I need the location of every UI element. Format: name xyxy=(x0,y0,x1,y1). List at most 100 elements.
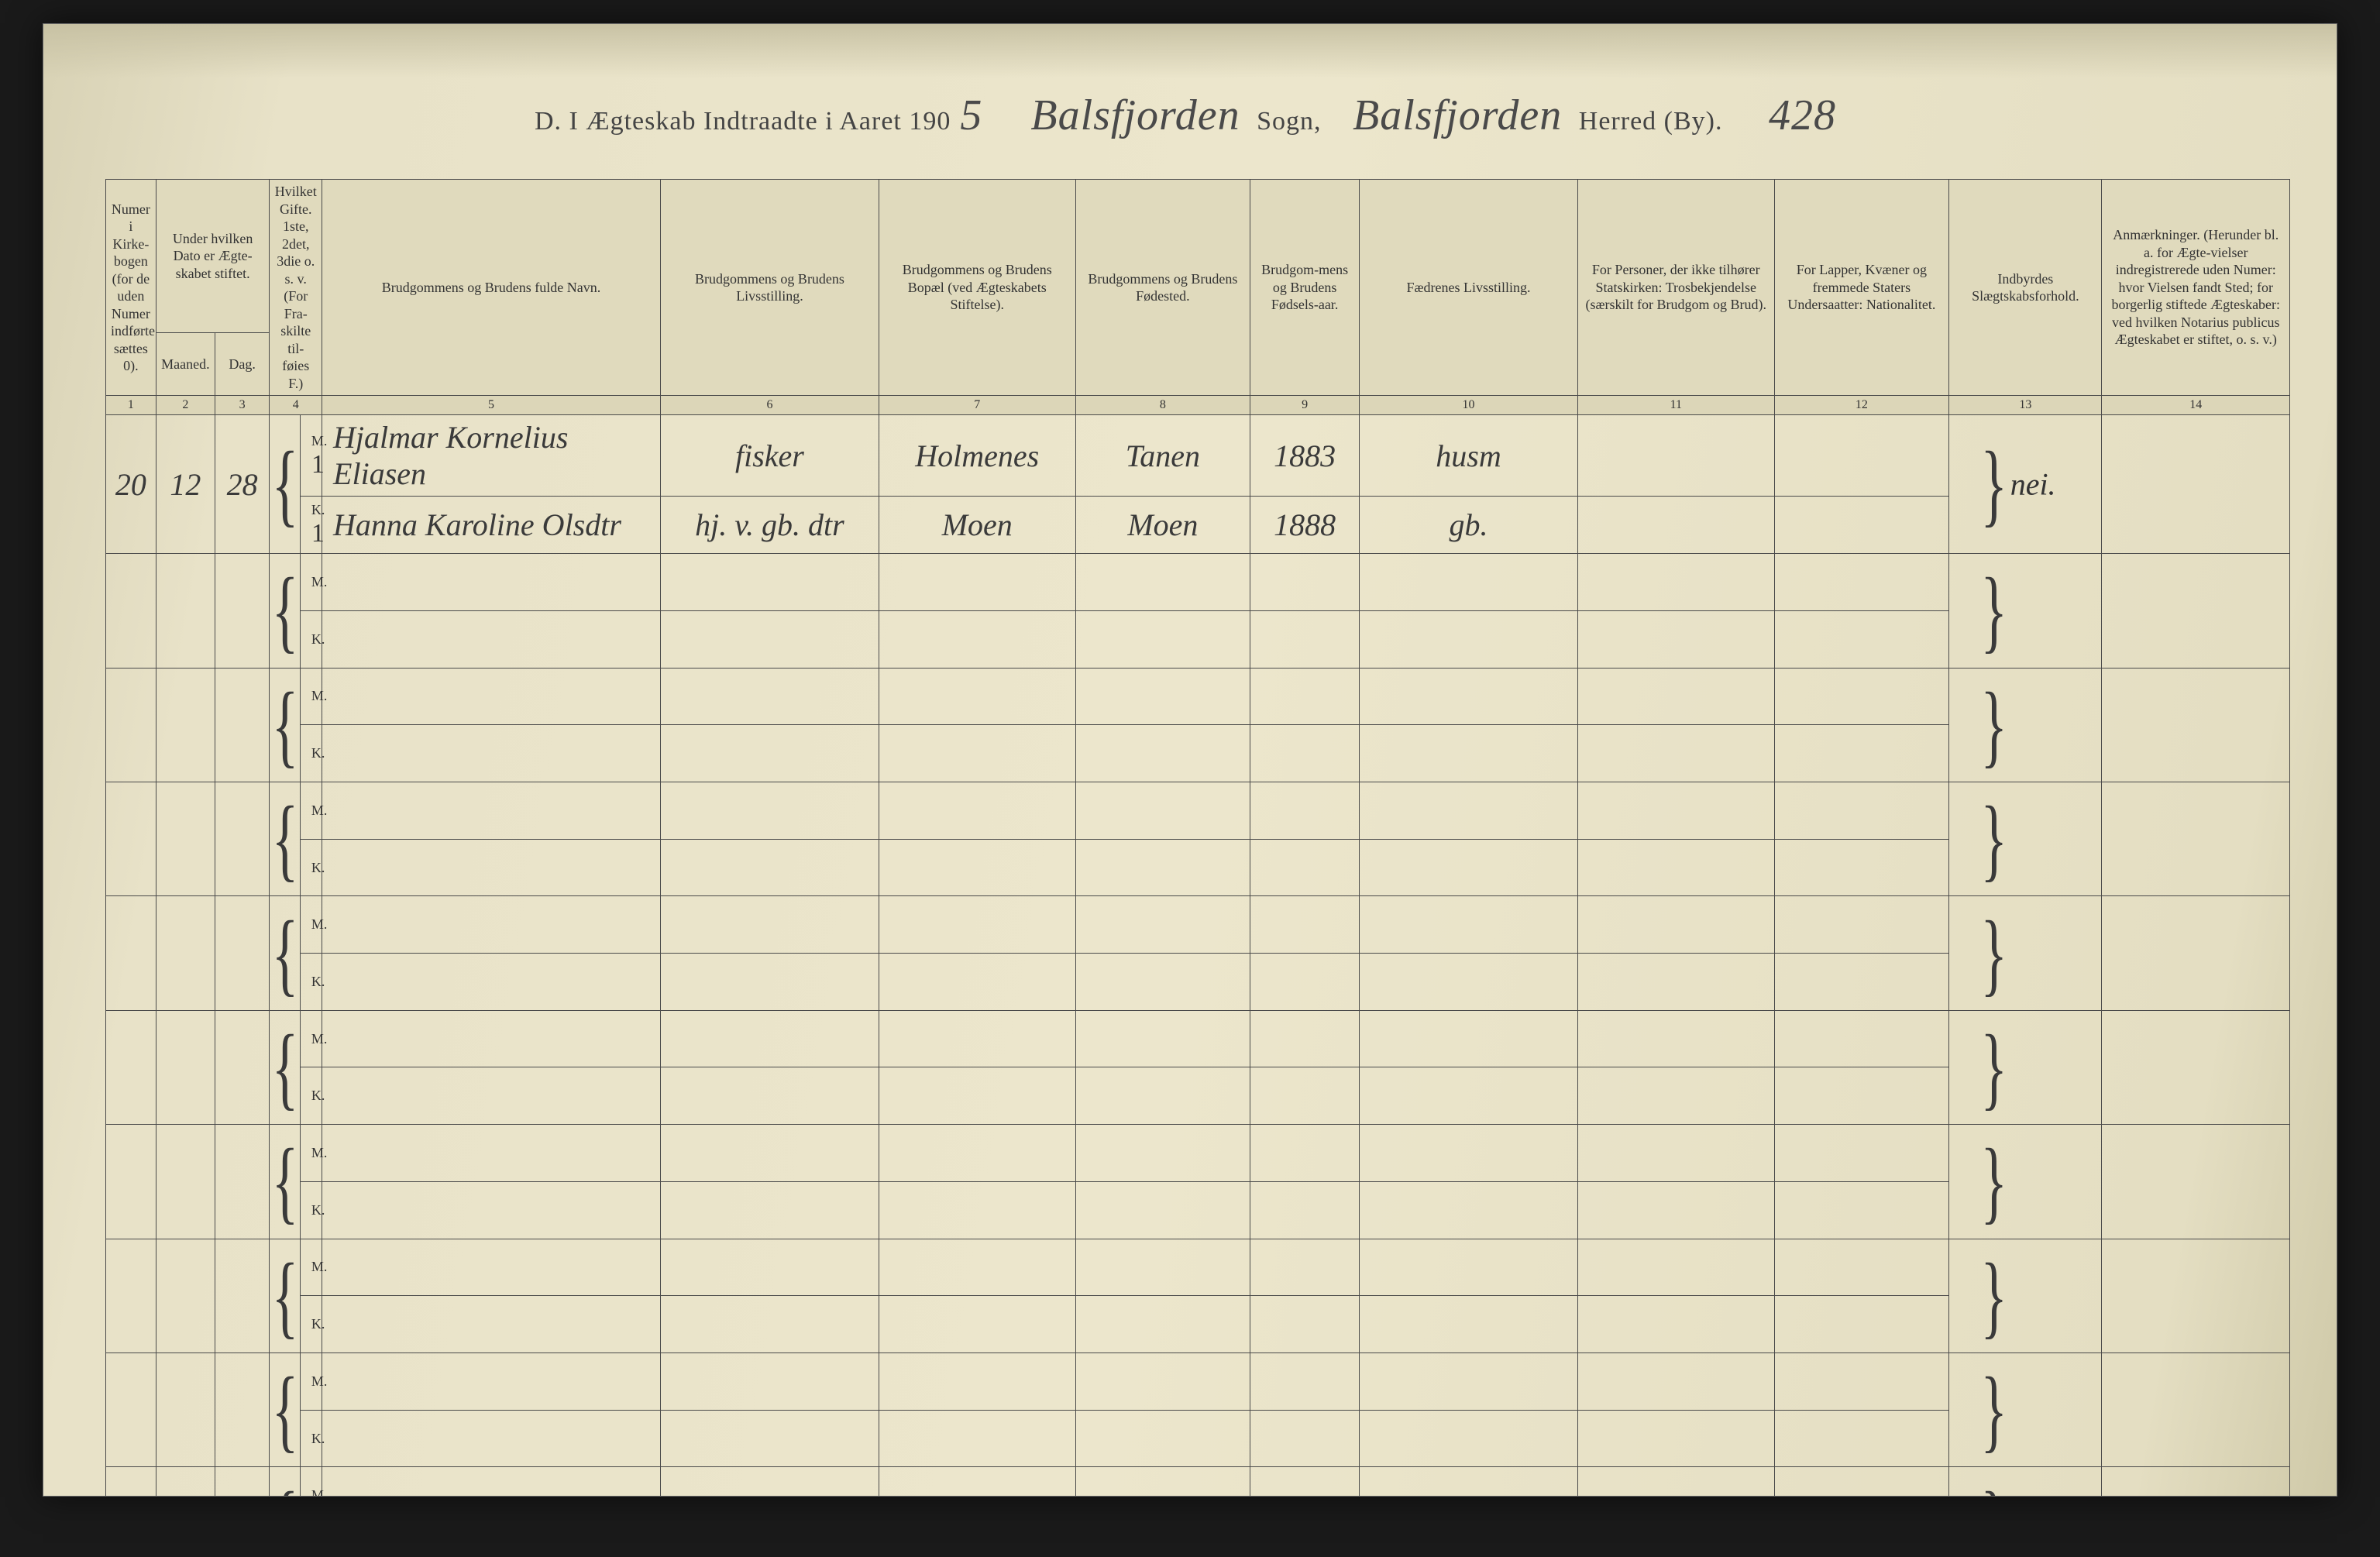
name-k xyxy=(322,1181,661,1239)
birthplace-k xyxy=(1075,725,1250,782)
entry-no: 20 xyxy=(106,415,156,554)
birthplace-k xyxy=(1075,1296,1250,1353)
brace-icon: } xyxy=(1981,1153,2008,1209)
birthplace-k: Moen xyxy=(1075,497,1250,554)
nationality-m xyxy=(1774,1467,1949,1497)
colnum-6: 6 xyxy=(661,396,879,415)
father-occ-k: gb. xyxy=(1360,497,1578,554)
birthplace-m xyxy=(1075,1125,1250,1182)
nationality-k xyxy=(1774,1296,1949,1353)
mk-m: M. xyxy=(300,896,322,954)
birthplace-m xyxy=(1075,1010,1250,1067)
occupation-m xyxy=(661,1010,879,1067)
occupation-k xyxy=(661,1296,879,1353)
entry-no xyxy=(106,1352,156,1466)
hdr-col2-top: Under hvilken Dato er Ægte-skabet stifte… xyxy=(156,180,270,333)
colnum-1: 1 xyxy=(106,396,156,415)
residence-m xyxy=(879,1010,1075,1067)
trosbek-m xyxy=(1577,1239,1774,1296)
brace-icon: } xyxy=(1981,1382,2008,1438)
father-occ-m xyxy=(1360,782,1578,839)
mk-m-label: M. xyxy=(311,803,328,818)
table-row: {M. } xyxy=(106,554,2290,611)
mk-m-label: M. xyxy=(311,1031,328,1047)
mk-m-label: M. xyxy=(311,574,328,589)
mk-k: K. xyxy=(300,839,322,896)
brace-icon: } xyxy=(1981,926,2008,981)
kinship-brace: } xyxy=(1949,1125,2102,1239)
father-occ-m xyxy=(1360,554,1578,611)
trosbek-m xyxy=(1577,896,1774,954)
residence-m xyxy=(879,782,1075,839)
birthyear-k xyxy=(1250,839,1360,896)
residence-k xyxy=(879,725,1075,782)
birthplace-m: Tanen xyxy=(1075,415,1250,497)
birthplace-k xyxy=(1075,1181,1250,1239)
trosbek-m xyxy=(1577,1010,1774,1067)
marriage-register-table: Numer i Kirke-bogen (for de uden Numer i… xyxy=(105,179,2290,1497)
page-top-shadow xyxy=(43,24,2337,78)
title-year-suffix: 5 xyxy=(951,91,992,140)
birthyear-k xyxy=(1250,725,1360,782)
nationality-m xyxy=(1774,1125,1949,1182)
birthyear-k xyxy=(1250,610,1360,668)
colnum-5: 5 xyxy=(322,396,661,415)
father-occ-k xyxy=(1360,725,1578,782)
occupation-m xyxy=(661,896,879,954)
residence-m xyxy=(879,1125,1075,1182)
name-k xyxy=(322,1296,661,1353)
father-occ-m xyxy=(1360,1239,1578,1296)
entry-day xyxy=(215,668,269,782)
nationality-m xyxy=(1774,554,1949,611)
entry-month xyxy=(156,782,215,895)
brace-icon: { xyxy=(271,1382,298,1438)
mk-k: K. xyxy=(300,1296,322,1353)
entry-month xyxy=(156,1125,215,1239)
residence-k xyxy=(879,1067,1075,1125)
birthplace-k xyxy=(1075,1410,1250,1467)
birthyear-k xyxy=(1250,1181,1360,1239)
kinship-brace: } xyxy=(1949,1010,2102,1124)
mk-k-label: K. xyxy=(311,631,325,647)
birthyear-m xyxy=(1250,554,1360,611)
mk-m: M. 1 xyxy=(300,415,322,497)
entry-day xyxy=(215,554,269,668)
mk-m-label: M. xyxy=(311,688,328,703)
birthplace-m xyxy=(1075,554,1250,611)
father-occ-k xyxy=(1360,1181,1578,1239)
occupation-k xyxy=(661,725,879,782)
entry-day xyxy=(215,896,269,1010)
father-occ-m xyxy=(1360,1352,1578,1410)
mk-k-label: K. xyxy=(311,974,325,989)
pair-brace: { xyxy=(270,668,300,782)
occupation-k xyxy=(661,954,879,1011)
pair-brace: { xyxy=(270,1352,300,1466)
mk-k: K. xyxy=(300,1181,322,1239)
trosbek-k xyxy=(1577,1296,1774,1353)
hdr-col2b: Dag. xyxy=(215,332,269,395)
sogn-value: Balsfjorden xyxy=(1021,91,1249,140)
residence-k xyxy=(879,1410,1075,1467)
mk-k-label: K. xyxy=(311,1316,325,1332)
table-row: {M. } xyxy=(106,1467,2290,1497)
hdr-col4: Hvilket Gifte. 1ste, 2det, 3die o. s. v.… xyxy=(270,180,322,396)
trosbek-k xyxy=(1577,1181,1774,1239)
birthyear-k xyxy=(1250,1296,1360,1353)
kinship-brace: } xyxy=(1949,554,2102,668)
remarks xyxy=(2102,782,2290,895)
colnum-10: 10 xyxy=(1360,396,1578,415)
residence-k xyxy=(879,1296,1075,1353)
entry-day xyxy=(215,1467,269,1497)
name-m xyxy=(322,896,661,954)
page-title-line: D. I Ægteskab Indtraadte i Aaret 1905 Ba… xyxy=(43,91,2337,140)
entry-no xyxy=(106,1467,156,1497)
pair-brace: { xyxy=(270,1010,300,1124)
birthyear-m xyxy=(1250,1239,1360,1296)
occupation-k xyxy=(661,1410,879,1467)
brace-icon: { xyxy=(271,811,298,867)
nationality-k xyxy=(1774,1410,1949,1467)
entry-day: 28 xyxy=(215,415,269,554)
name-k xyxy=(322,1410,661,1467)
colnum-7: 7 xyxy=(879,396,1075,415)
colnum-3: 3 xyxy=(215,396,269,415)
